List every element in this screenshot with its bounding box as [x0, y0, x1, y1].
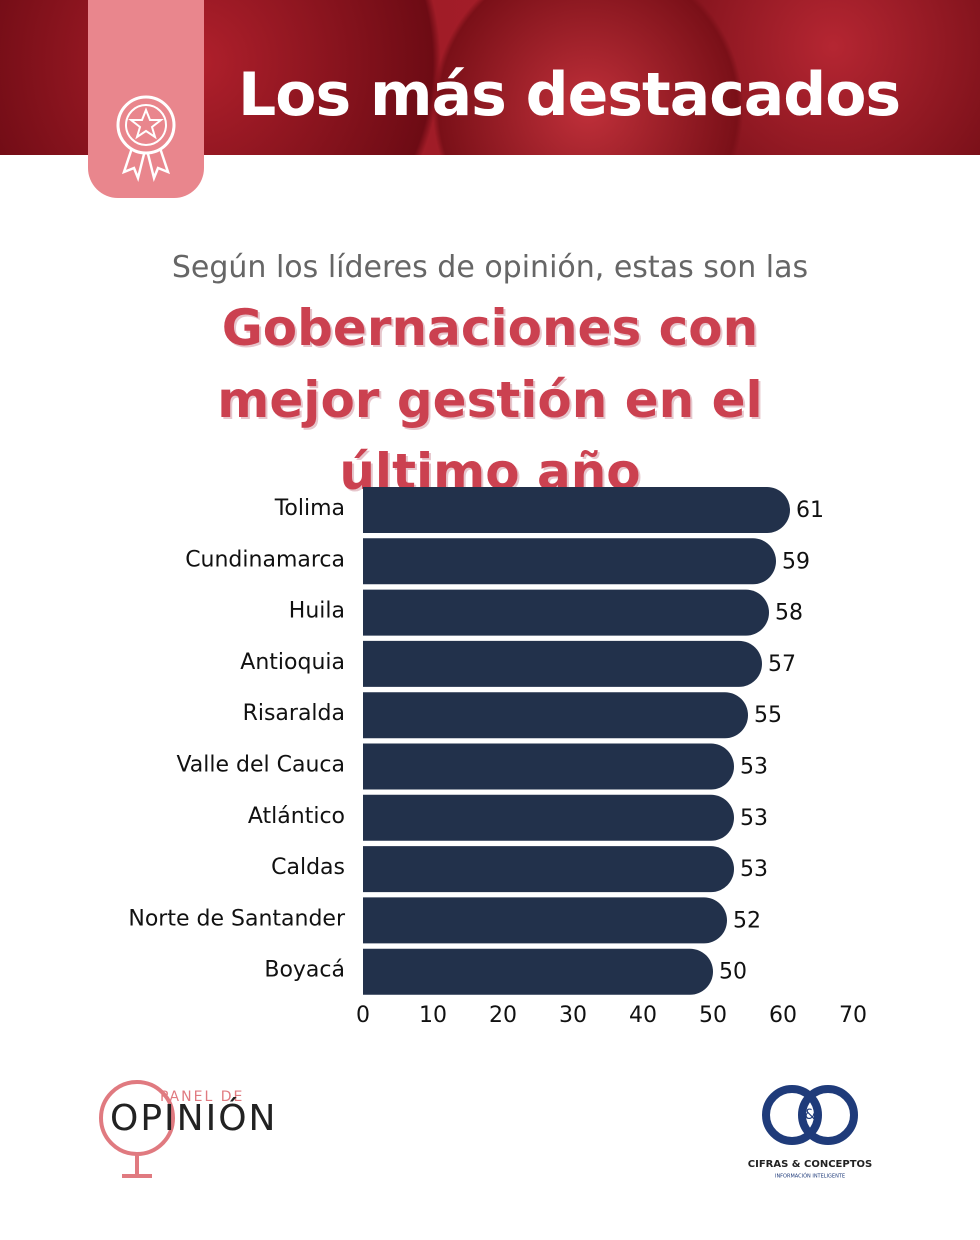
value-label: 53	[740, 755, 768, 780]
medal-icon	[116, 95, 176, 183]
banner-title: Los más destacados	[238, 60, 901, 130]
bar	[363, 640, 762, 687]
logo-text: PANEL DE	[160, 1089, 244, 1105]
bar	[363, 487, 790, 533]
bar	[363, 692, 748, 739]
value-label: 57	[768, 652, 796, 677]
x-tick-label: 0	[356, 1003, 370, 1028]
bar	[363, 743, 734, 790]
x-tick-label: 70	[839, 1003, 867, 1028]
logo-text: OPINIÓN	[110, 1097, 277, 1139]
x-tick-label: 30	[559, 1003, 587, 1028]
category-label: Atlántico	[248, 804, 345, 829]
bar	[363, 948, 713, 995]
cc-logo: & CIFRAS & CONCEPTOS INFORMACIÓN INTELIG…	[748, 1085, 872, 1180]
value-label: 53	[740, 806, 768, 831]
x-tick-label: 50	[699, 1003, 727, 1028]
category-label: Caldas	[271, 855, 345, 880]
category-label: Risaralda	[243, 701, 345, 726]
x-tick-label: 20	[489, 1003, 517, 1028]
category-label: Antioquia	[240, 650, 345, 675]
panel-logo: PANEL DE OPINIÓN	[99, 1080, 277, 1178]
value-label: 61	[796, 498, 824, 523]
bar	[363, 538, 777, 585]
logo-text: CIFRAS & CONCEPTOS	[748, 1159, 872, 1170]
subtitle: Según los líderes de opinión, estas son …	[171, 250, 809, 285]
logo-mark: &	[805, 1107, 816, 1123]
x-tick-label: 10	[419, 1003, 447, 1028]
x-tick-label: 60	[769, 1003, 797, 1028]
value-label: 50	[719, 960, 747, 985]
value-label: 59	[782, 549, 810, 574]
category-label: Cundinamarca	[185, 547, 345, 572]
bar	[363, 846, 734, 893]
bar	[363, 794, 734, 841]
category-label: Norte de Santander	[128, 906, 346, 931]
logo-text: INFORMACIÓN INTELIGENTE	[775, 1173, 845, 1180]
value-label: 52	[733, 908, 761, 933]
x-tick-label: 40	[629, 1003, 657, 1028]
bar	[363, 589, 769, 636]
value-label: 58	[775, 601, 803, 626]
category-label: Boyacá	[264, 958, 345, 983]
value-label: 55	[754, 703, 782, 728]
value-label: 53	[740, 857, 768, 882]
category-label: Tolima	[274, 496, 345, 521]
category-label: Huila	[289, 599, 345, 624]
bar	[363, 897, 727, 944]
badge	[88, 0, 204, 198]
category-label: Valle del Cauca	[176, 753, 345, 778]
